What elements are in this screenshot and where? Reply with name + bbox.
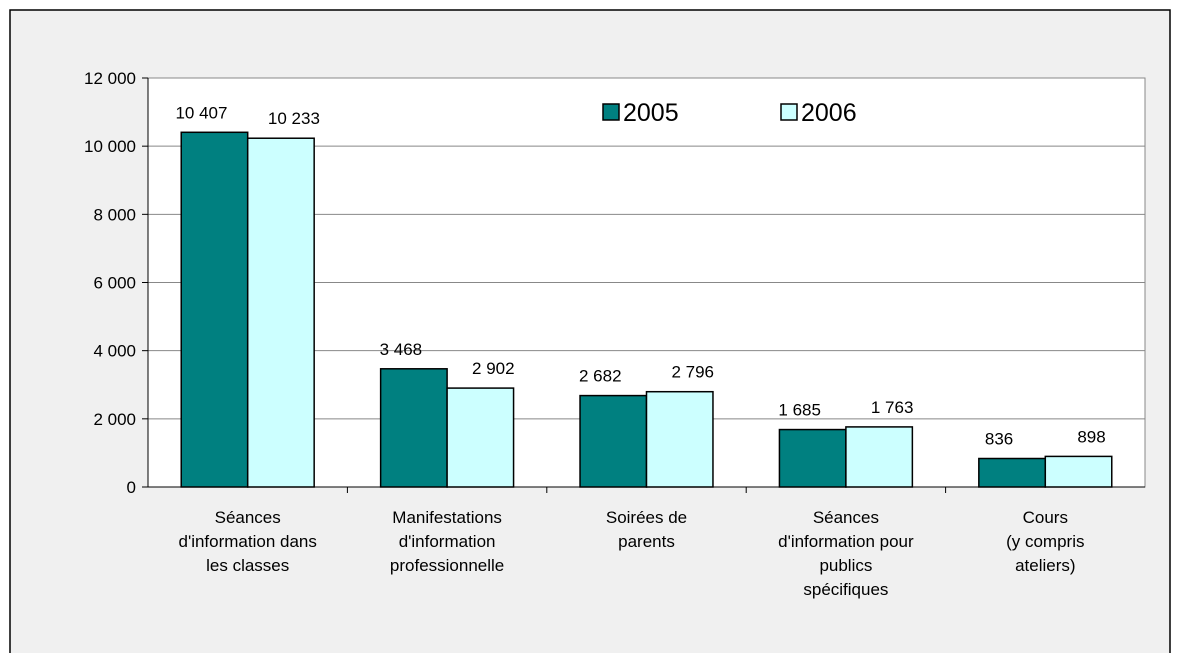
bar <box>1044 455 1113 488</box>
data-label: 836 <box>985 430 1013 449</box>
x-tick-label: Séances d'information dans les classes <box>179 508 317 575</box>
data-label: 1 685 <box>778 401 821 420</box>
x-tick-label: Séances d'information pour publics spécifiq… <box>778 508 914 599</box>
data-label: 10 407 <box>175 103 227 122</box>
bar <box>645 390 714 488</box>
bar <box>778 428 847 488</box>
x-tick-label: Cours (y compris ateliers) <box>1006 508 1084 575</box>
bar <box>446 387 515 488</box>
legend-label: 2006 <box>801 99 857 127</box>
bar <box>180 131 249 488</box>
data-label: 2 682 <box>579 367 622 386</box>
y-tick-label: 8 000 <box>93 205 136 224</box>
y-tick-label: 4 000 <box>93 342 136 361</box>
legend-swatch <box>602 103 620 121</box>
bar <box>246 137 315 488</box>
legend-label: 2005 <box>623 99 679 127</box>
bar <box>978 457 1047 488</box>
y-tick-label: 12 000 <box>84 69 136 88</box>
data-label: 3 468 <box>380 340 423 359</box>
x-tick-label: Manifestations d'information professionnel… <box>390 508 504 575</box>
y-tick-label: 10 000 <box>84 137 136 156</box>
data-label: 2 902 <box>472 359 515 378</box>
y-tick-label: 0 <box>127 478 136 497</box>
data-label: 1 763 <box>871 398 914 417</box>
data-label: 10 233 <box>268 109 320 128</box>
bar <box>579 394 648 488</box>
data-label: 2 796 <box>671 363 714 382</box>
y-tick-label: 2 000 <box>93 410 136 429</box>
x-tick-label: Soirées de parents <box>606 508 687 551</box>
bar <box>845 426 914 488</box>
data-label: 898 <box>1077 427 1105 446</box>
legend-swatch <box>780 103 798 121</box>
bar <box>379 368 448 488</box>
y-tick-label: 6 000 <box>93 274 136 293</box>
